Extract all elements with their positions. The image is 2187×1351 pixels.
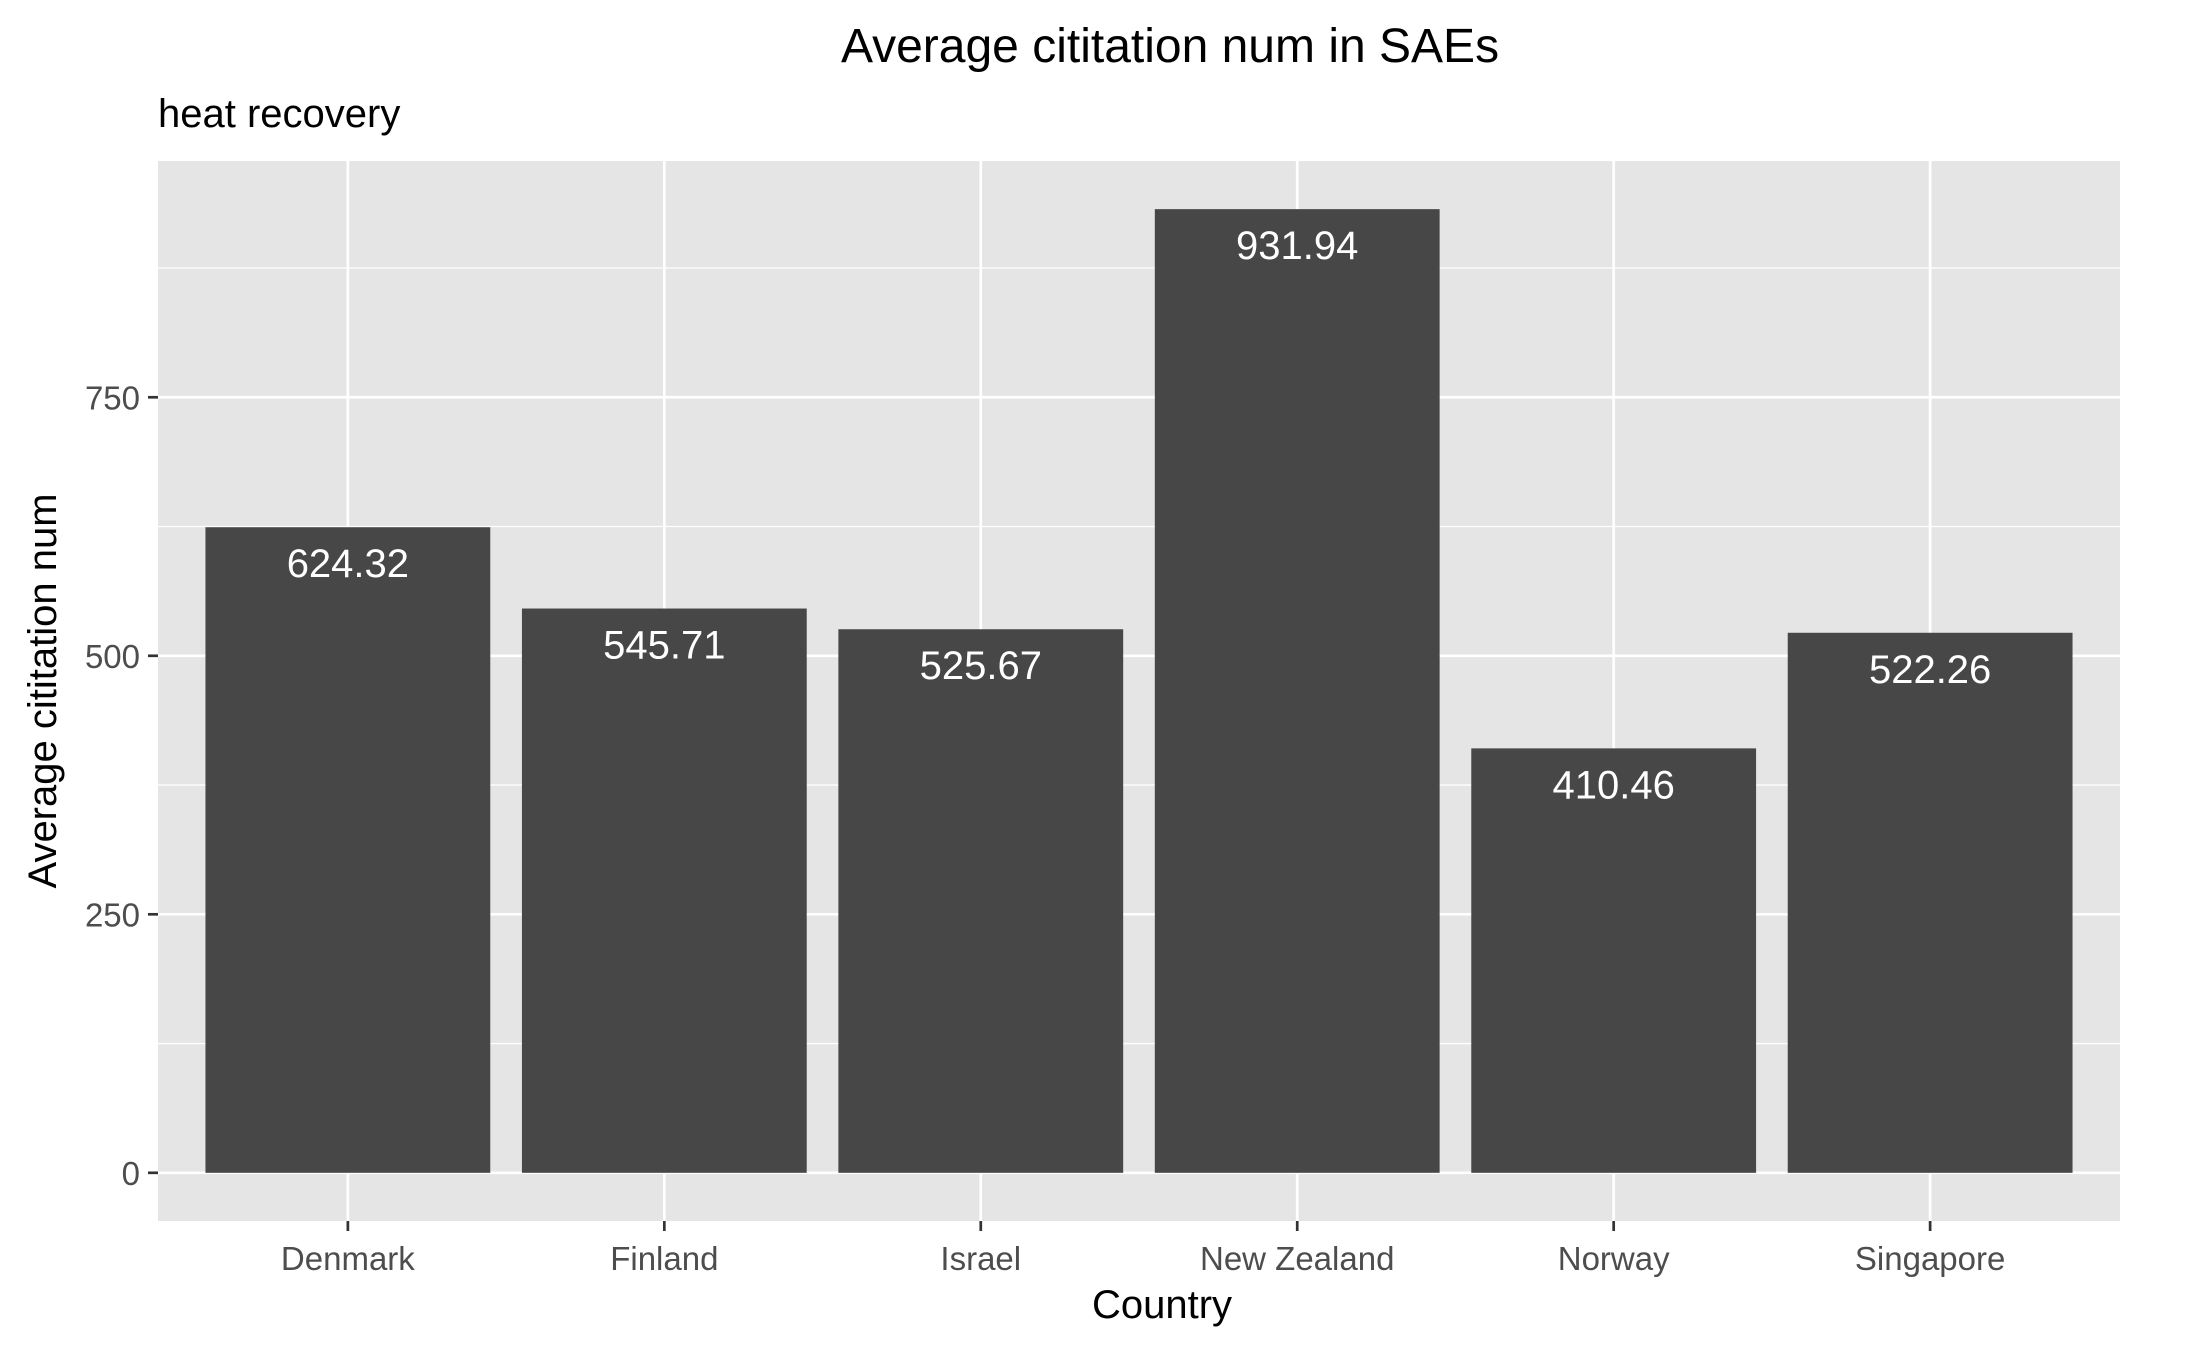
- x-tick-label: Singapore: [1855, 1240, 2005, 1277]
- x-axis-title: Country: [1092, 1283, 1232, 1327]
- bar-value-label: 931.94: [1236, 224, 1358, 268]
- bar: [1471, 748, 1757, 1173]
- y-tick-label: 0: [122, 1155, 140, 1192]
- x-tick-label: New Zealand: [1200, 1240, 1394, 1277]
- bar: [205, 527, 491, 1173]
- bar-value-label: 624.32: [287, 542, 409, 586]
- bar-value-label: 545.71: [603, 624, 725, 668]
- chart-title: Average cititation num in SAEs: [841, 20, 1499, 73]
- x-tick-label: Finland: [610, 1240, 718, 1277]
- chart-subtitle: heat recovery: [158, 92, 400, 136]
- y-tick-label: 500: [85, 638, 140, 675]
- x-tick-label: Denmark: [281, 1240, 415, 1277]
- bar-value-label: 525.67: [920, 644, 1042, 688]
- x-tick-label: Norway: [1558, 1240, 1670, 1277]
- bar-value-label: 522.26: [1869, 648, 1991, 692]
- y-tick-label: 750: [85, 379, 140, 416]
- bar-label-layer: 624.32 545.71 525.67 931.94 410.46 522.26: [287, 224, 1992, 807]
- bar-value-label: 410.46: [1553, 763, 1675, 807]
- y-axis: 0 250 500 750: [85, 379, 158, 1192]
- y-axis-title: Average cititation num: [21, 493, 65, 888]
- bar: [521, 608, 807, 1173]
- bar: [838, 629, 1124, 1173]
- bar: [1787, 632, 2073, 1173]
- y-tick-label: 250: [85, 896, 140, 933]
- x-tick-label: Israel: [940, 1240, 1021, 1277]
- bar-layer: [205, 209, 2073, 1173]
- bar: [1154, 209, 1440, 1173]
- x-axis: Denmark Finland Israel New Zealand Norway Sin…: [281, 1221, 2005, 1277]
